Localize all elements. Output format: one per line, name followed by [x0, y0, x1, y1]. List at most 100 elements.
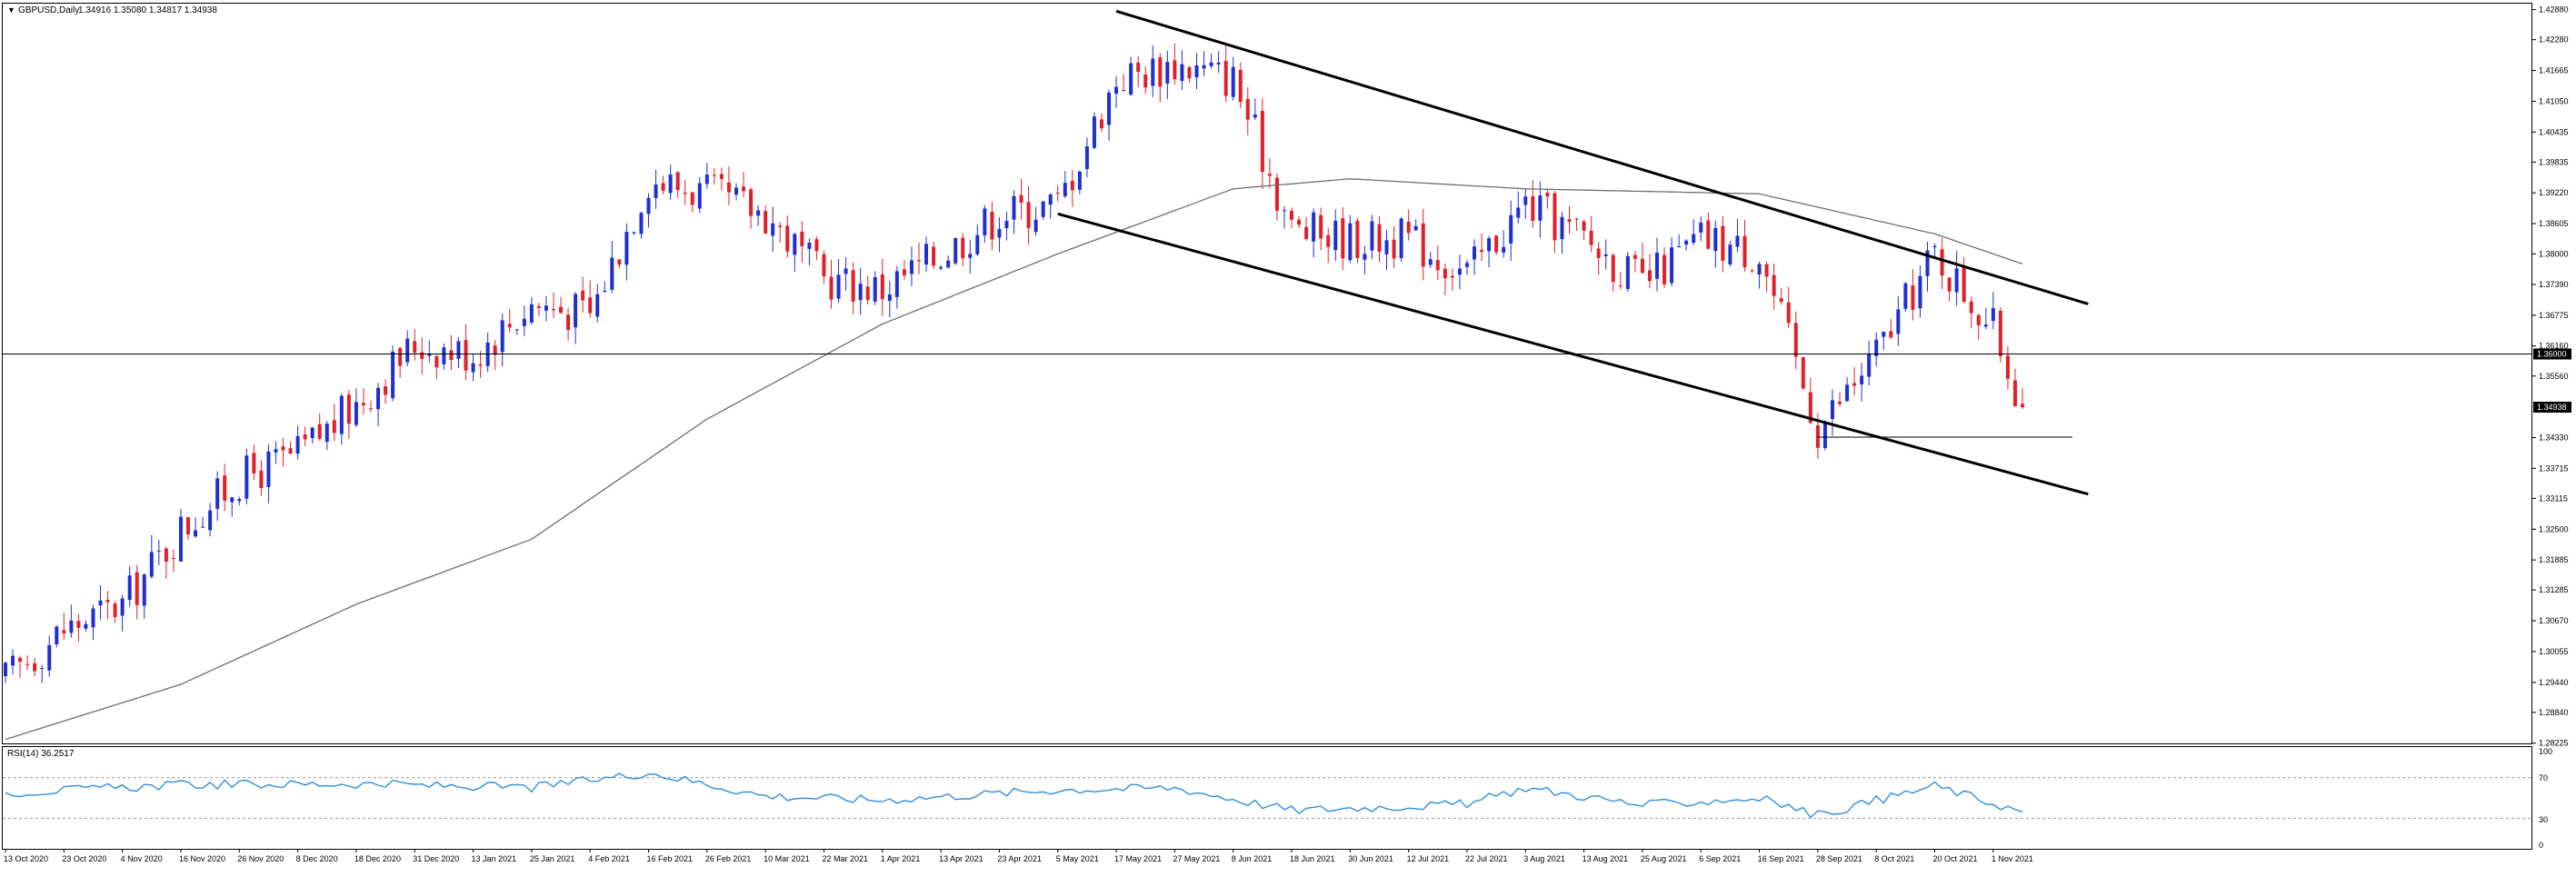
candle-body	[719, 174, 724, 179]
candle-body	[493, 345, 497, 355]
time-axis-tick-label: 4 Nov 2020	[121, 854, 163, 863]
candle-body	[1428, 259, 1433, 265]
candle-body	[1282, 210, 1286, 212]
candle-body	[120, 598, 125, 616]
candle-body	[391, 351, 395, 399]
candle-body	[1092, 116, 1096, 148]
time-axis-tick-label: 23 Oct 2020	[62, 854, 106, 863]
candle-body	[1216, 62, 1221, 65]
candle-body	[1041, 201, 1045, 217]
time-axis-tick-label: 25 Aug 2021	[1641, 854, 1687, 863]
candle-body	[1596, 248, 1601, 258]
price-axis-tick-label: 1.34330	[2539, 433, 2569, 442]
candle-body	[18, 657, 23, 663]
candle-body	[661, 183, 665, 191]
candle-body	[500, 320, 504, 353]
candle-body	[1647, 270, 1652, 282]
candle-body	[588, 297, 593, 314]
candle-body	[807, 243, 812, 249]
candle-body	[916, 260, 921, 262]
candle-body	[1779, 298, 1783, 303]
candle-body	[332, 420, 336, 434]
candle-body	[624, 232, 629, 265]
price-axis-tick-label: 1.35560	[2539, 372, 2569, 381]
candle-body	[1538, 195, 1543, 221]
candle-body	[33, 663, 37, 672]
candle-body	[310, 427, 315, 438]
time-axis-tick-label: 22 Mar 2021	[822, 854, 868, 863]
candle-body	[690, 192, 694, 205]
candle-body	[354, 402, 358, 425]
candle-body	[902, 269, 906, 276]
candle-body	[456, 341, 461, 359]
candle-body	[975, 234, 980, 254]
time-axis-tick-label: 10 Mar 2021	[764, 854, 810, 863]
candle-body	[149, 552, 154, 577]
candle-body	[1998, 310, 2002, 357]
time-axis-tick-label: 12 Jul 2021	[1407, 854, 1450, 863]
candle-body	[398, 347, 403, 366]
candle-body	[1304, 226, 1309, 239]
time-axis-tick-label: 26 Feb 2021	[705, 854, 752, 863]
candle-body	[76, 621, 81, 628]
price-axis-tick-label: 1.33115	[2539, 493, 2568, 503]
candle-body	[1202, 65, 1206, 69]
candle-body	[1531, 195, 1535, 222]
candle-body	[778, 225, 783, 227]
candle-body	[91, 608, 95, 628]
candle-body	[1962, 266, 1966, 302]
candle-body	[442, 347, 446, 364]
candle-body	[514, 329, 519, 331]
candle-body	[1603, 254, 1608, 256]
price-axis-tick-label: 1.30670	[2539, 616, 2569, 625]
candle-body	[413, 341, 417, 354]
candle-body	[1143, 75, 1148, 88]
candle-body	[1976, 314, 1981, 326]
candle-body	[1435, 260, 1440, 271]
time-axis-tick-label: 16 Feb 2021	[647, 854, 694, 863]
candle-body	[844, 268, 848, 274]
candle-body	[1297, 219, 1302, 225]
candle-body	[632, 232, 636, 234]
candle-body	[1267, 174, 1272, 176]
candle-body	[105, 600, 110, 603]
candle-body	[1560, 216, 1564, 240]
candle-body	[427, 354, 432, 356]
candle-body	[178, 516, 183, 562]
candle-body	[1464, 263, 1469, 267]
candle-body	[142, 574, 146, 606]
rsi-level-0: 0	[2539, 841, 2543, 850]
candle-body	[1473, 246, 1477, 260]
candle-body	[303, 434, 307, 440]
candle-body	[924, 244, 929, 265]
time-axis-tick-label: 13 Oct 2020	[4, 854, 48, 863]
candle-body	[785, 225, 790, 252]
time-axis-tick-label: 31 Dec 2020	[413, 854, 459, 863]
candle-body	[1925, 250, 1930, 276]
upper-channel-trendline	[1115, 9, 2089, 305]
symbol-dropdown-icon[interactable]: ▼	[7, 5, 15, 15]
candle-body	[1896, 309, 1901, 334]
candle-body	[274, 449, 278, 453]
candle-body	[69, 620, 74, 633]
candle-body	[1012, 195, 1016, 220]
candle-body	[1815, 425, 1820, 448]
candle-body	[1728, 244, 1732, 264]
price-axis-tick-label: 1.31285	[2539, 585, 2569, 594]
candle-body	[1363, 254, 1367, 260]
candle-body	[1662, 254, 1667, 284]
rsi-layer	[3, 772, 2532, 819]
candle-body	[84, 623, 88, 629]
candle-body	[47, 644, 52, 671]
candle-body	[449, 350, 454, 361]
candle-body	[1932, 245, 1937, 248]
candle-body	[734, 187, 738, 195]
price-layer	[3, 9, 2532, 741]
candle-body	[771, 223, 775, 236]
candle-body	[208, 510, 213, 531]
candle-body	[1187, 67, 1192, 79]
candle-body	[1399, 218, 1403, 258]
candle-body	[1033, 219, 1038, 233]
candle-body	[880, 274, 884, 300]
